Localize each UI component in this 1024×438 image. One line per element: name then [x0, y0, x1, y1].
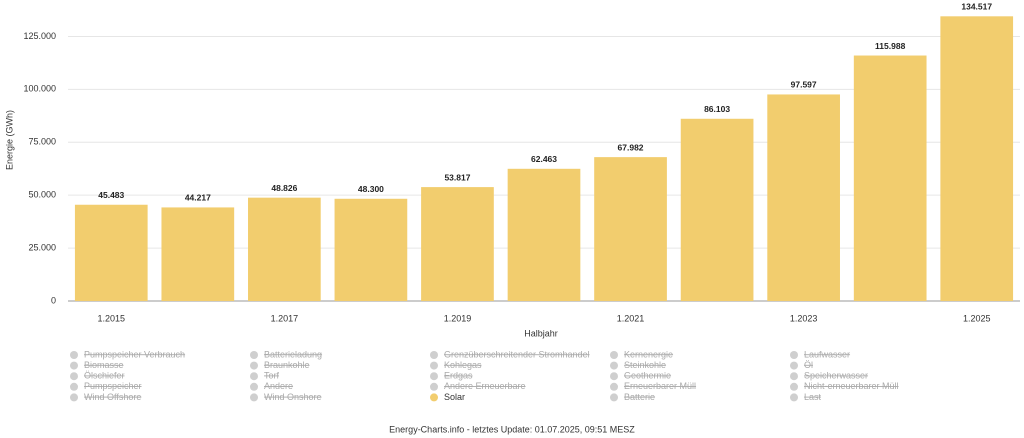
legend-marker [250, 382, 258, 391]
legend-label[interactable]: Ölschiefer [84, 371, 125, 381]
legend-label[interactable]: Öl [804, 360, 813, 370]
legend-label[interactable]: Solar [444, 392, 465, 402]
value-label: 67.982 [618, 142, 644, 152]
value-label: 86.103 [704, 104, 730, 114]
legend-marker [70, 372, 78, 381]
legend-marker [610, 382, 618, 391]
value-label: 53.817 [444, 172, 470, 182]
bar [507, 168, 581, 301]
legend-marker [790, 393, 798, 402]
legend-label[interactable]: Erdgas [444, 371, 473, 381]
legend-label[interactable]: Grenzüberschreitender Stromhandel [444, 349, 590, 359]
value-label: 62.463 [531, 154, 557, 164]
legend-label[interactable]: Speicherwasser [804, 371, 868, 381]
bar [853, 55, 927, 301]
x-tick-label: 1.2023 [790, 313, 818, 323]
legend-marker [250, 393, 258, 402]
legend-marker [610, 361, 618, 370]
legend-marker [790, 372, 798, 381]
legend-label[interactable]: Andere Erneuerbare [444, 381, 526, 391]
y-tick-label: 0 [51, 295, 56, 305]
legend-marker [70, 361, 78, 370]
value-label: 44.217 [185, 193, 211, 203]
legend-label[interactable]: Kohlegas [444, 360, 482, 370]
legend-label[interactable]: Batterieladung [264, 349, 322, 359]
footer: Energy-Charts.info - letztes Update: 01.… [389, 424, 635, 434]
y-tick-label: 125.000 [23, 31, 56, 41]
legend-marker [430, 393, 438, 402]
bar [421, 187, 494, 301]
legend-marker [790, 382, 798, 391]
bar [248, 197, 321, 301]
bar [767, 94, 840, 302]
bar [74, 204, 148, 301]
legend-marker [430, 361, 438, 370]
y-tick-label: 25.000 [28, 242, 56, 252]
legend-marker [250, 351, 258, 359]
legend-marker [610, 393, 618, 402]
legend-label[interactable]: Wind Onshore [264, 392, 322, 402]
legend-label[interactable]: Erneuerbarer Müll [624, 381, 696, 391]
legend-label[interactable]: Andere [264, 381, 293, 391]
legend-marker [250, 361, 258, 370]
legend-label[interactable]: Batterie [624, 392, 655, 402]
bar [594, 157, 667, 301]
legend-label[interactable]: Steinkohle [624, 360, 666, 370]
legend-marker [610, 372, 618, 381]
legend-marker [430, 382, 438, 391]
value-label: 45.483 [98, 190, 124, 200]
value-label: 134.517 [961, 2, 992, 12]
x-tick-label: 1.2025 [963, 313, 991, 323]
legend-label[interactable]: Geothermie [624, 371, 671, 381]
legend-marker [250, 372, 258, 381]
legend-label[interactable]: Pumpspeicher Verbrauch [84, 349, 185, 359]
legend-marker [610, 351, 618, 359]
legend-marker [70, 382, 78, 391]
x-tick-label: 1.2015 [98, 313, 126, 323]
x-tick-label: 1.2019 [444, 313, 472, 323]
bar [940, 16, 1014, 302]
value-label: 48.826 [271, 183, 297, 193]
legend-marker [70, 351, 78, 359]
y-tick-label: 75.000 [28, 137, 56, 147]
legend-label[interactable]: Last [804, 392, 822, 402]
bar [680, 118, 754, 301]
y-tick-label: 50.000 [28, 190, 56, 200]
legend-label[interactable]: Pumpspeicher [84, 381, 142, 391]
legend-label[interactable]: Torf [264, 371, 280, 381]
value-label: 97.597 [791, 80, 817, 90]
legend-label[interactable]: Kernenergie [624, 349, 673, 359]
legend-marker [430, 372, 438, 381]
value-label: 48.300 [358, 184, 384, 194]
legend-marker [70, 393, 78, 402]
legend-label[interactable]: Laufwasser [804, 349, 850, 359]
x-tick-label: 1.2017 [271, 313, 299, 323]
legend-label[interactable]: Braunkohle [264, 360, 310, 370]
legend-label[interactable]: Wind Offshore [84, 392, 141, 402]
y-axis-title: Energie (GWh) [4, 110, 14, 170]
value-label: 115.988 [875, 41, 906, 51]
bar [334, 198, 408, 301]
y-tick-label: 100.000 [23, 84, 56, 94]
legend-label[interactable]: Nicht-erneuerbarer Müll [804, 381, 899, 391]
x-tick-label: 1.2021 [617, 313, 645, 323]
legend-marker [430, 351, 438, 359]
bar [161, 207, 235, 301]
legend-marker [790, 351, 798, 359]
x-axis-title: Halbjahr [524, 328, 558, 338]
legend-marker [790, 361, 798, 370]
legend-label[interactable]: Biomasse [84, 360, 124, 370]
